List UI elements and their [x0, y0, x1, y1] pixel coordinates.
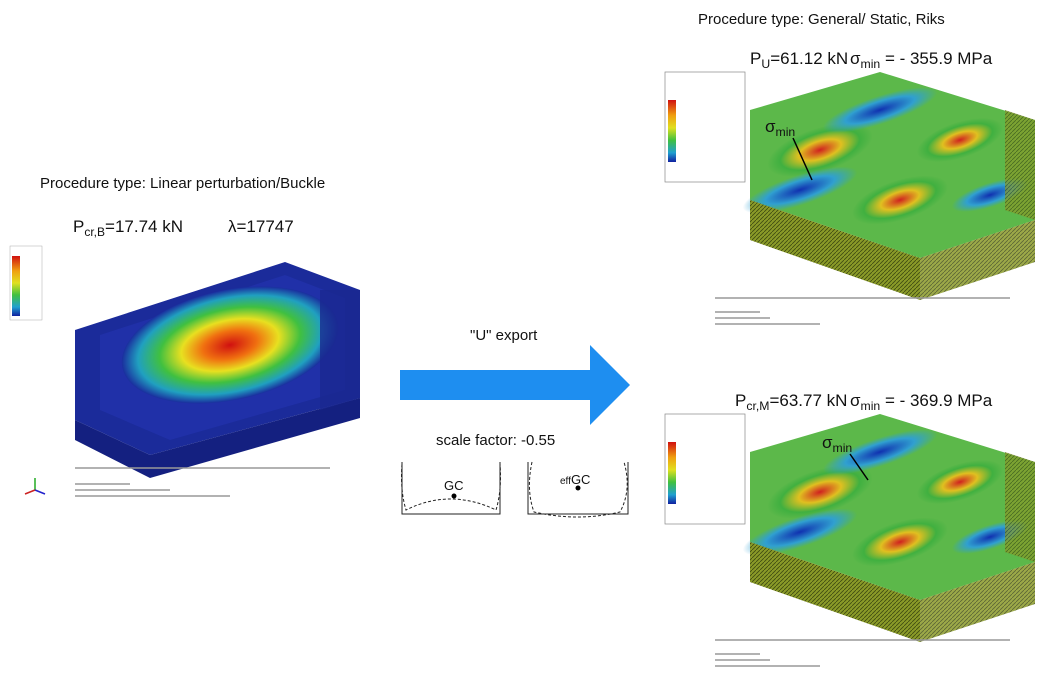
- value: =17747: [237, 217, 294, 236]
- subscript: min: [861, 57, 881, 71]
- symbol: σ: [765, 117, 776, 136]
- subscript: min: [833, 441, 853, 455]
- symbol: σ: [850, 49, 861, 68]
- back-wall: [1005, 452, 1035, 562]
- symbol: σ: [822, 433, 833, 452]
- eff-gc-label: effGC: [560, 472, 590, 487]
- gc-point: [452, 494, 457, 499]
- symbol: σ: [850, 391, 861, 410]
- stress: σmin = - 369.9 MPa: [850, 391, 993, 413]
- value: = - 369.9 MPa: [880, 391, 993, 410]
- prefix: eff: [560, 476, 571, 487]
- scale-factor: scale factor: -0.55: [436, 432, 555, 449]
- subscript: cr,B: [84, 225, 105, 239]
- symbol: P: [735, 391, 746, 410]
- riks-model: σmin: [665, 414, 1035, 666]
- right-title: Procedure type: General/ Static, Riks: [698, 11, 945, 28]
- left-load: Pcr,B=17.74 kN: [73, 217, 183, 239]
- legend-bar: [668, 100, 676, 162]
- symbol: P: [750, 49, 761, 68]
- value: = - 355.9 MPa: [880, 49, 993, 68]
- arrow: [400, 345, 630, 425]
- load: PU=61.12 kN: [750, 49, 848, 71]
- subscript: min: [776, 125, 796, 139]
- figure: Procedure type: Linear perturbation/Buck…: [0, 0, 1049, 681]
- value: =61.12 kN: [770, 49, 848, 68]
- section-sketch: [402, 462, 629, 517]
- buckle-model: [10, 246, 360, 496]
- symbol: P: [73, 217, 84, 236]
- gc-label: GC: [444, 478, 464, 493]
- subscript: min: [861, 399, 881, 413]
- back-wall: [1005, 110, 1035, 220]
- riks-model: σmin: [665, 72, 1035, 324]
- legend-box: [665, 72, 745, 182]
- export-label: "U" export: [470, 327, 538, 344]
- legend-box: [665, 414, 745, 524]
- load: Pcr,M=63.77 kN: [735, 391, 847, 413]
- subscript: cr,M: [746, 399, 769, 413]
- legend-bar: [668, 442, 676, 504]
- left-title: Procedure type: Linear perturbation/Buck…: [40, 175, 325, 192]
- value: =17.74 kN: [105, 217, 183, 236]
- left-eigen: λ=17747: [228, 217, 294, 236]
- subscript: U: [761, 57, 770, 71]
- gc: GC: [571, 472, 591, 487]
- value: =63.77 kN: [769, 391, 847, 410]
- stress: σmin = - 355.9 MPa: [850, 49, 993, 71]
